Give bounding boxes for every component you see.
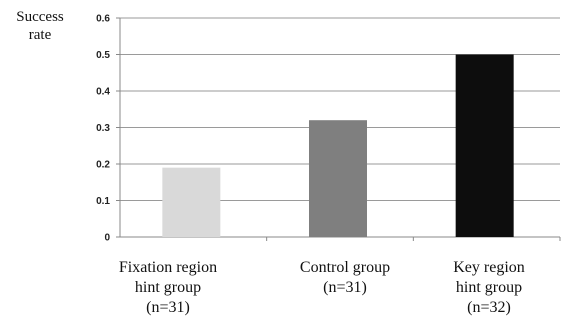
- bar: [162, 167, 221, 237]
- y-tick-label: 0.5: [96, 50, 110, 61]
- category-label-line: (n=31): [146, 299, 190, 316]
- y-tick-label: 0: [104, 233, 110, 244]
- y-tick-label: 0.6: [96, 14, 110, 25]
- category-label-line: Fixation region: [118, 259, 218, 276]
- category-label-line: hint group: [455, 279, 523, 296]
- y-tick-label: 0.2: [96, 160, 110, 171]
- category-label-line: Control group: [299, 259, 391, 276]
- y-axis-label-line: Success: [16, 9, 64, 25]
- category-label-line: (n=31): [323, 279, 367, 296]
- bar: [455, 54, 514, 237]
- category-label-fixation: Fixation region hint group (n=31): [93, 258, 243, 318]
- y-tick-label: 0.1: [96, 196, 110, 207]
- category-label-key-region: Key region hint group (n=32): [414, 258, 564, 318]
- bar: [309, 120, 367, 237]
- y-axis-label: Success rate: [10, 8, 70, 44]
- category-label-line: (n=32): [467, 299, 511, 316]
- y-tick-label: 0.3: [96, 123, 110, 134]
- y-tick-label: 0.4: [96, 87, 110, 98]
- category-label-control: Control group (n=31): [270, 258, 420, 298]
- category-label-line: Key region: [453, 259, 525, 276]
- y-axis-label-line: rate: [28, 27, 52, 43]
- category-label-line: hint group: [134, 279, 202, 296]
